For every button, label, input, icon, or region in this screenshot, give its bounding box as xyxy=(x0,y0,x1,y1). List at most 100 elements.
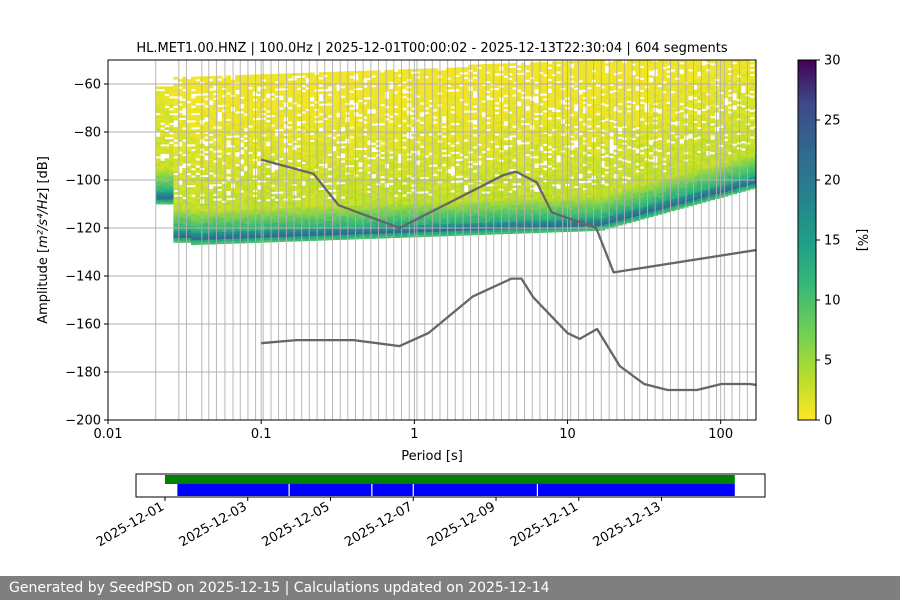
density-cell xyxy=(503,106,509,110)
density-cell xyxy=(292,238,297,242)
density-cell xyxy=(472,129,478,132)
density-cell xyxy=(243,211,249,215)
density-cell xyxy=(292,133,297,136)
density-cell xyxy=(261,81,267,85)
density-cell xyxy=(270,227,275,231)
density-cell xyxy=(305,161,311,165)
density-cell xyxy=(301,197,306,201)
density-cell xyxy=(195,160,201,164)
density-cell xyxy=(380,132,385,136)
density-cell xyxy=(261,201,267,205)
density-cell xyxy=(217,171,223,175)
density-cell xyxy=(160,134,165,138)
density-cell xyxy=(477,107,482,111)
density-cell xyxy=(318,197,324,200)
density-cell xyxy=(331,153,337,157)
density-cell xyxy=(217,193,223,197)
density-cell xyxy=(503,128,509,131)
density-cell xyxy=(314,82,319,85)
density-cell xyxy=(472,191,478,195)
density-cell xyxy=(323,220,328,224)
density-cell xyxy=(446,74,451,78)
density-cell xyxy=(455,211,460,215)
density-cell xyxy=(257,189,262,193)
density-cell xyxy=(252,180,258,183)
density-cell xyxy=(331,78,337,82)
density-cell xyxy=(424,219,429,223)
density-cell xyxy=(252,127,258,131)
density-cell xyxy=(507,87,513,90)
density-cell xyxy=(424,169,429,173)
density-cell xyxy=(292,229,297,232)
density-cell xyxy=(283,203,289,206)
density-cell xyxy=(191,187,196,190)
density-cell xyxy=(169,172,174,176)
density-cell xyxy=(274,225,280,228)
density-cell xyxy=(261,184,267,188)
density-cell xyxy=(265,153,271,157)
density-cell xyxy=(270,131,275,135)
density-cell xyxy=(411,102,416,106)
density-cell xyxy=(450,91,456,95)
density-cell xyxy=(419,85,425,89)
density-cell xyxy=(485,215,491,218)
density-cell xyxy=(336,124,341,128)
density-cell xyxy=(358,229,363,232)
density-cell xyxy=(463,67,469,70)
density-cell xyxy=(463,69,469,73)
density-cell xyxy=(424,202,429,206)
density-cell xyxy=(490,114,495,117)
density-cell xyxy=(367,92,372,95)
density-cell xyxy=(331,134,337,137)
density-cell xyxy=(270,203,275,207)
density-cell xyxy=(389,136,394,140)
density-cell xyxy=(358,106,363,110)
density-cell xyxy=(419,143,425,146)
density-cell xyxy=(428,140,434,144)
density-cell xyxy=(182,223,187,226)
density-cell xyxy=(424,174,429,177)
density-cell xyxy=(485,176,491,180)
density-cell xyxy=(279,90,284,94)
density-cell xyxy=(389,153,394,157)
density-cell xyxy=(270,239,275,243)
density-cell xyxy=(292,200,297,204)
density-cell xyxy=(512,199,517,203)
density-cell xyxy=(177,237,183,241)
density-cell xyxy=(397,163,403,166)
density-cell xyxy=(340,133,346,137)
density-cell xyxy=(217,90,223,93)
density-cell xyxy=(336,191,341,195)
density-cell xyxy=(507,224,513,227)
density-cell xyxy=(195,194,201,197)
density-cell xyxy=(353,195,359,199)
density-cell xyxy=(305,168,311,172)
density-cell xyxy=(336,107,341,111)
density-cell xyxy=(287,229,293,233)
density-cell xyxy=(243,170,249,174)
density-cell xyxy=(323,146,328,150)
density-cell xyxy=(367,144,372,148)
density-cell xyxy=(516,197,522,201)
density-cell xyxy=(221,106,227,110)
density-cell xyxy=(323,228,328,231)
density-cell xyxy=(235,240,240,244)
density-cell xyxy=(318,110,324,114)
density-cell xyxy=(265,131,271,135)
density-cell xyxy=(155,182,161,186)
density-cell xyxy=(261,163,267,166)
density-cell xyxy=(283,169,289,173)
density-cell xyxy=(292,224,297,228)
density-cell xyxy=(358,174,363,177)
density-cell xyxy=(481,160,487,163)
density-cell xyxy=(239,123,245,126)
density-cell xyxy=(380,166,385,169)
density-cell xyxy=(402,234,407,238)
density-cell xyxy=(419,174,425,178)
density-cell xyxy=(213,135,218,139)
density-cell xyxy=(217,87,223,91)
density-cell xyxy=(186,228,192,231)
density-cell xyxy=(358,202,363,206)
density-cell xyxy=(257,115,262,118)
density-cell xyxy=(186,182,192,186)
